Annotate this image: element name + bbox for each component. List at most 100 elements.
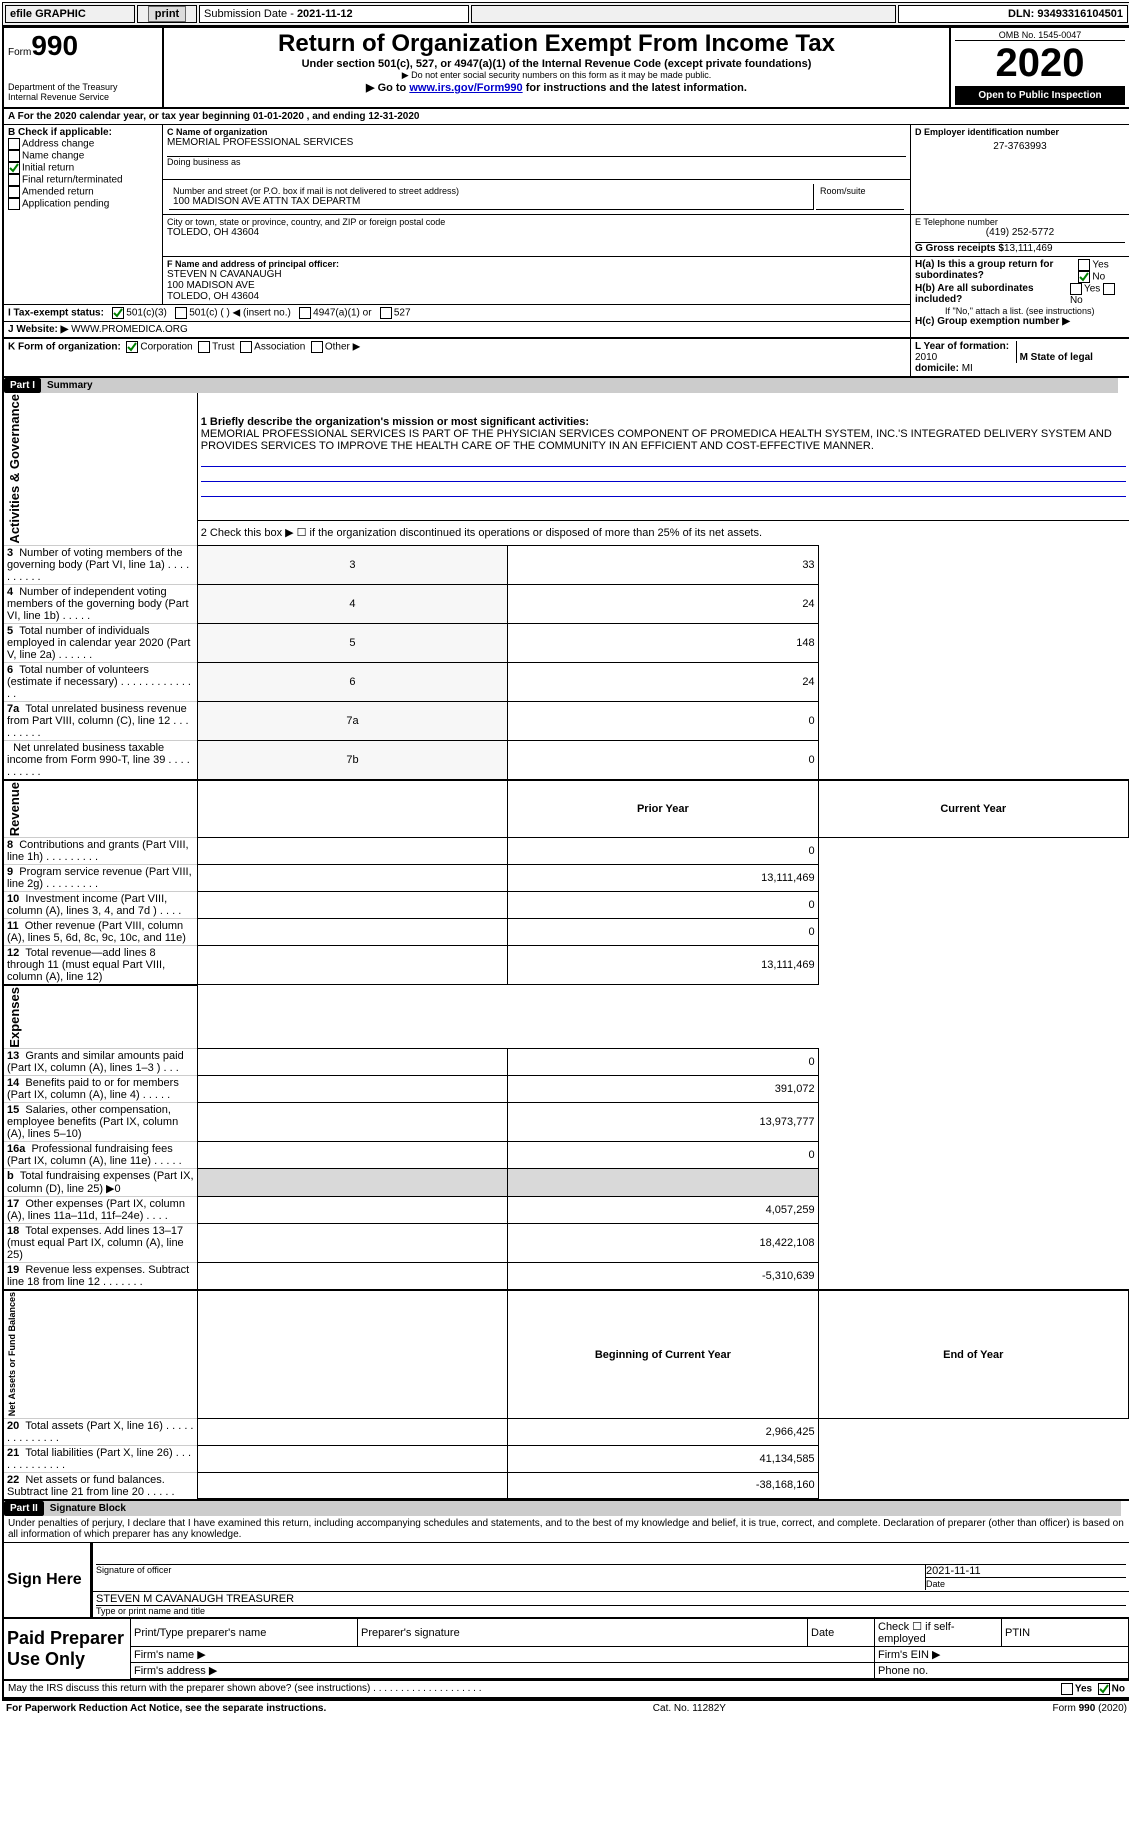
sig-officer-label: Signature of officer xyxy=(96,1565,171,1590)
subdate-label: Submission Date - xyxy=(204,8,297,20)
current-year-hdr: Current Year xyxy=(818,780,1128,838)
table-row: 18 Total expenses. Add lines 13–17 (must… xyxy=(4,1224,1129,1263)
prep-name-label: Print/Type preparer's name xyxy=(131,1618,358,1647)
j-label: J Website: ▶ xyxy=(8,324,68,335)
street: 100 MADISON AVE ATTN TAX DEPARTM xyxy=(173,196,809,207)
501c3-checkbox[interactable] xyxy=(112,307,124,319)
sig-date: 2021-11-11 xyxy=(926,1565,1126,1578)
table-row: 14 Benefits paid to or for members (Part… xyxy=(4,1076,1129,1103)
officer-addr2: TOLEDO, OH 43604 xyxy=(167,291,906,302)
table-row: 22 Net assets or fund balances. Subtract… xyxy=(4,1472,1129,1499)
firm-ein-label: Firm's EIN ▶ xyxy=(875,1647,1129,1663)
paid-preparer: Paid Preparer Use Only xyxy=(4,1618,131,1679)
other-checkbox[interactable] xyxy=(311,341,323,353)
q1-intro: 1 Briefly describe the organization's mi… xyxy=(201,416,589,428)
dba-label: Doing business as xyxy=(167,156,906,167)
final-checkbox[interactable] xyxy=(8,174,20,186)
form990-link[interactable]: www.irs.gov/Form990 xyxy=(409,82,522,94)
part1-label: Part I xyxy=(4,378,41,393)
amended-checkbox[interactable] xyxy=(8,186,20,198)
phone-label: Phone no. xyxy=(875,1663,1129,1679)
discuss-no-checkbox[interactable] xyxy=(1098,1683,1110,1695)
gross-receipts: 13,111,469 xyxy=(1004,243,1053,254)
tax-year: 2020 xyxy=(955,41,1125,86)
4947-checkbox[interactable] xyxy=(299,307,311,319)
room-label: Room/suite xyxy=(820,186,900,196)
year-formation: 2010 xyxy=(915,352,937,363)
dln-label: DLN: xyxy=(1008,8,1037,20)
hb-label: H(b) Are all subordinates included? xyxy=(915,283,1034,305)
addr-change-checkbox[interactable] xyxy=(8,138,20,150)
table-row: Net unrelated business taxable income fr… xyxy=(4,740,1129,780)
footer-form: 990 xyxy=(1079,1703,1096,1714)
street-label: Number and street (or P.O. box if mail i… xyxy=(173,186,809,196)
assoc-checkbox[interactable] xyxy=(240,341,252,353)
note2-post: for instructions and the latest informat… xyxy=(523,82,747,94)
print-button[interactable]: print xyxy=(148,6,186,22)
table-row: 17 Other expenses (Part IX, column (A), … xyxy=(4,1197,1129,1224)
table-row: 16a Professional fundraising fees (Part … xyxy=(4,1142,1129,1169)
f-label: F Name and address of principal officer: xyxy=(167,259,339,269)
i-label: I Tax-exempt status: xyxy=(8,308,104,319)
hb-no-checkbox[interactable] xyxy=(1103,283,1115,295)
open-public: Open to Public Inspection xyxy=(955,86,1125,105)
dept: Department of the Treasury Internal Reve… xyxy=(8,82,158,102)
ha-yes-checkbox[interactable] xyxy=(1078,259,1090,271)
app-pending-checkbox[interactable] xyxy=(8,198,20,210)
officer-addr1: 100 MADISON AVE xyxy=(167,280,906,291)
info-block: A For the 2020 calendar year, or tax yea… xyxy=(2,109,1129,378)
c-name-label: C Name of organization xyxy=(167,127,268,137)
table-row: 9 Program service revenue (Part VIII, li… xyxy=(4,864,1129,891)
begin-year-hdr: Beginning of Current Year xyxy=(508,1290,818,1418)
l-label: L Year of formation: xyxy=(915,341,1009,352)
table-row: 6 Total number of volunteers (estimate i… xyxy=(4,662,1129,701)
side-activities: Activities & Governance xyxy=(7,394,22,544)
initial: Initial return xyxy=(22,163,74,174)
e-label: E Telephone number xyxy=(915,217,1125,227)
city-label: City or town, state or province, country… xyxy=(167,217,906,227)
part2-title: Signature Block xyxy=(44,1501,1121,1516)
corp-checkbox[interactable] xyxy=(126,341,138,353)
footer-notice: For Paperwork Reduction Act Notice, see … xyxy=(6,1703,326,1714)
declaration: Under penalties of perjury, I declare th… xyxy=(4,1516,1129,1542)
ha-no-checkbox[interactable] xyxy=(1078,271,1090,283)
initial-checkbox[interactable] xyxy=(8,162,20,174)
efile-label: efile GRAPHIC xyxy=(10,8,86,20)
firm-addr-label: Firm's address ▶ xyxy=(131,1663,875,1679)
state-domicile: MI xyxy=(962,363,973,374)
d-label: D Employer identification number xyxy=(915,127,1059,137)
name-change-checkbox[interactable] xyxy=(8,150,20,162)
side-expenses: Expenses xyxy=(7,987,22,1048)
q1-text: MEMORIAL PROFESSIONAL SERVICES IS PART O… xyxy=(201,428,1126,452)
date-label: Date xyxy=(926,1579,945,1589)
website: WWW.PROMEDICA.ORG xyxy=(71,324,188,335)
discuss-yes-checkbox[interactable] xyxy=(1061,1683,1073,1695)
side-net: Net Assets or Fund Balances xyxy=(7,1292,17,1416)
top-bar: efile GRAPHIC print Submission Date - 20… xyxy=(2,2,1129,26)
dln: 93493316104501 xyxy=(1037,8,1123,20)
k-label: K Form of organization: xyxy=(8,342,121,353)
ein: 27-3763993 xyxy=(915,137,1125,156)
officer-name-title: STEVEN M CAVANAUGH TREASURER xyxy=(96,1593,1126,1606)
line-a: A For the 2020 calendar year, or tax yea… xyxy=(8,111,419,122)
addr-change: Address change xyxy=(22,139,94,150)
501c-checkbox[interactable] xyxy=(175,307,187,319)
footer-cat: Cat. No. 11282Y xyxy=(653,1703,726,1714)
table-row: 20 Total assets (Part X, line 16) . . . … xyxy=(4,1418,1129,1445)
hb-yes-checkbox[interactable] xyxy=(1070,283,1082,295)
trust-checkbox[interactable] xyxy=(198,341,210,353)
table-row: 7a Total unrelated business revenue from… xyxy=(4,701,1129,740)
ptin-label: PTIN xyxy=(1002,1618,1129,1647)
table-row: 10 Investment income (Part VIII, column … xyxy=(4,891,1129,918)
prep-date-label: Date xyxy=(808,1618,875,1647)
table-row: 13 Grants and similar amounts paid (Part… xyxy=(4,1049,1129,1076)
table-row: 12 Total revenue—add lines 8 through 11 … xyxy=(4,945,1129,985)
table-row: b Total fundraising expenses (Part IX, c… xyxy=(4,1169,1129,1197)
table-row: 5 Total number of individuals employed i… xyxy=(4,623,1129,662)
527-checkbox[interactable] xyxy=(380,307,392,319)
table-row: 3 Number of voting members of the govern… xyxy=(4,545,1129,584)
prep-sig-label: Preparer's signature xyxy=(358,1618,808,1647)
g-label: G Gross receipts $ xyxy=(915,243,1004,254)
type-name-label: Type or print name and title xyxy=(96,1606,1126,1616)
hb-note: If "No," attach a list. (see instruction… xyxy=(915,306,1125,316)
